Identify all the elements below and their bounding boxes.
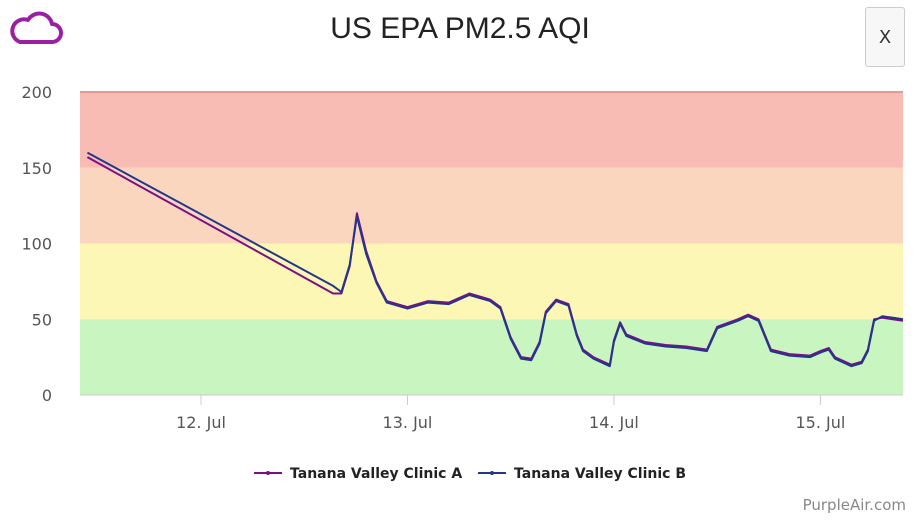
y-tick-label: 0 (42, 386, 52, 405)
series-line-a (86, 156, 904, 366)
x-tick-label: 12. Jul (176, 413, 226, 432)
legend-item-a[interactable]: Tanana Valley Clinic A (254, 466, 462, 482)
purpleair-credit-link[interactable]: PurpleAir.com (802, 496, 906, 514)
aqi-band-3 (80, 92, 903, 168)
legend: Tanana Valley Clinic A Tanana Valley Cli… (254, 466, 686, 482)
y-tick-label: 200 (21, 83, 52, 102)
legend-item-b[interactable]: Tanana Valley Clinic B (478, 466, 686, 482)
aqi-band-2 (80, 167, 903, 244)
series-line-b (86, 151, 904, 368)
aqi-band-0 (80, 319, 903, 395)
y-tick-label: 100 (21, 235, 52, 254)
x-tick-label: 15. Jul (795, 413, 845, 432)
cloud-icon (10, 11, 63, 44)
x-tick-label: 14. Jul (589, 413, 639, 432)
close-button[interactable]: X (865, 7, 905, 67)
y-tick-label: 50 (32, 310, 52, 329)
aqi-band-1 (80, 243, 903, 320)
y-tick-label: 150 (21, 159, 52, 178)
legend-label-b: Tanana Valley Clinic B (514, 466, 686, 482)
legend-label-a: Tanana Valley Clinic A (290, 466, 462, 482)
x-tick-label: 13. Jul (383, 413, 433, 432)
chart-title: US EPA PM2.5 AQI (330, 12, 590, 45)
